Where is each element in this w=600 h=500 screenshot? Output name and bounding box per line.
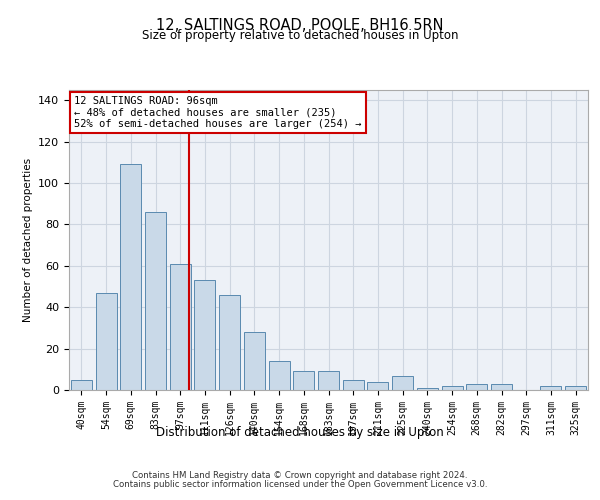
Bar <box>269 361 290 390</box>
Bar <box>145 212 166 390</box>
Bar <box>120 164 141 390</box>
Bar <box>417 388 438 390</box>
Text: Contains public sector information licensed under the Open Government Licence v3: Contains public sector information licen… <box>113 480 487 489</box>
Bar <box>71 380 92 390</box>
Bar <box>367 382 388 390</box>
Text: 12 SALTINGS ROAD: 96sqm
← 48% of detached houses are smaller (235)
52% of semi-d: 12 SALTINGS ROAD: 96sqm ← 48% of detache… <box>74 96 362 129</box>
Text: Size of property relative to detached houses in Upton: Size of property relative to detached ho… <box>142 29 458 42</box>
Y-axis label: Number of detached properties: Number of detached properties <box>23 158 32 322</box>
Bar <box>194 280 215 390</box>
Bar <box>95 293 116 390</box>
Bar <box>293 372 314 390</box>
Text: Contains HM Land Registry data © Crown copyright and database right 2024.: Contains HM Land Registry data © Crown c… <box>132 471 468 480</box>
Bar <box>466 384 487 390</box>
Bar <box>442 386 463 390</box>
Bar <box>343 380 364 390</box>
Bar <box>219 295 240 390</box>
Bar <box>541 386 562 390</box>
Bar <box>318 372 339 390</box>
Bar <box>170 264 191 390</box>
Text: 12, SALTINGS ROAD, POOLE, BH16 5RN: 12, SALTINGS ROAD, POOLE, BH16 5RN <box>156 18 444 32</box>
Bar <box>491 384 512 390</box>
Bar <box>565 386 586 390</box>
Bar <box>244 332 265 390</box>
Bar <box>392 376 413 390</box>
Text: Distribution of detached houses by size in Upton: Distribution of detached houses by size … <box>156 426 444 439</box>
